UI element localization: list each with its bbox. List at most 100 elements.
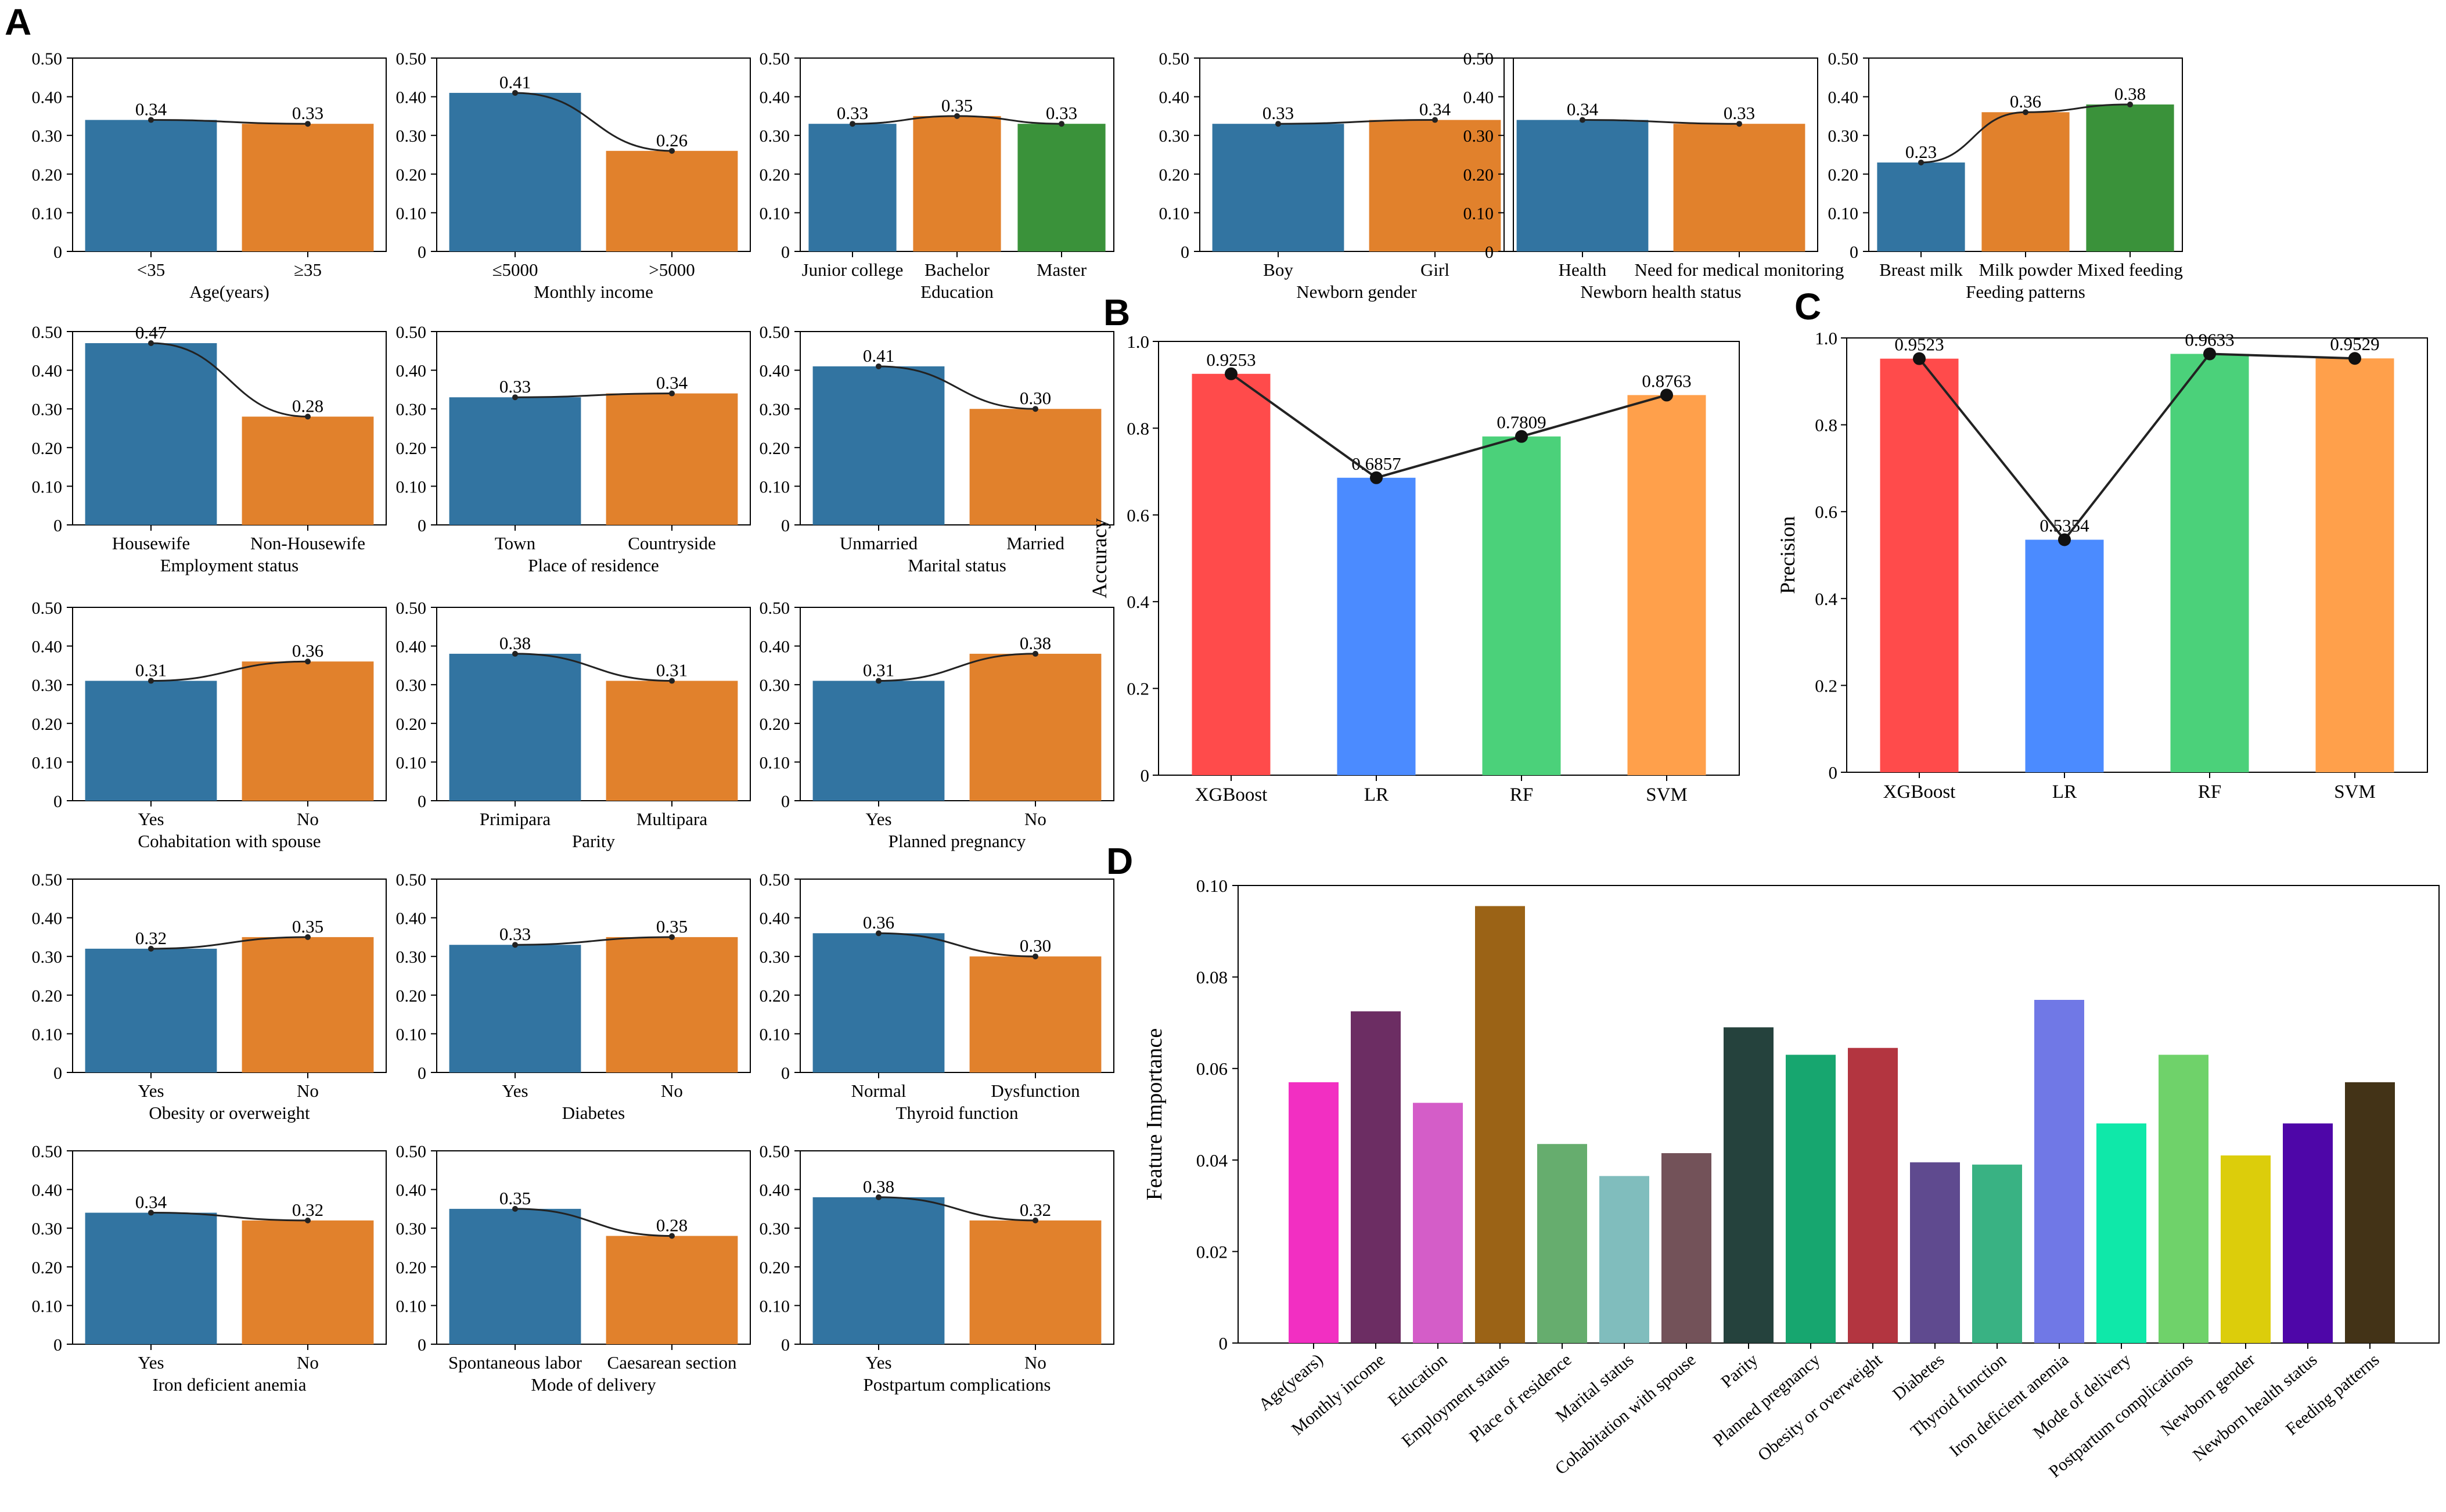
y-tick-label: 0 <box>781 1335 790 1355</box>
y-tick-label: 0.10 <box>1159 204 1190 223</box>
y-tick-label: 0.02 <box>1196 1241 1228 1262</box>
model-chart: 0 0.2 0.4 0.6 0.8 1.0 XGBoost 0.9253 LR 0.6857 RF 0… <box>1088 332 1740 805</box>
x-tick-label: Parity <box>1717 1350 1761 1391</box>
data-label: 0.31 <box>135 660 167 681</box>
data-label: 0.7809 <box>1497 412 1546 433</box>
y-tick-label: 0.40 <box>396 638 427 657</box>
y-tick-label: 0.50 <box>32 1142 63 1161</box>
factor-chart: 0 0.10 0.20 0.30 0.40 0.50 Primipara 0.38 Multip… <box>396 599 751 851</box>
y-tick-label: 0.50 <box>396 870 427 890</box>
trend-point <box>876 930 882 937</box>
trend-line <box>1920 103 2131 164</box>
y-tick-label: 0.30 <box>396 948 427 967</box>
y-tick-label: 0.08 <box>1196 967 1228 988</box>
trend-point <box>1033 406 1038 412</box>
x-tick-label: Married <box>1006 533 1064 553</box>
y-axis-title: Feature Importance <box>1142 1028 1167 1200</box>
y-tick-label: 0.20 <box>1159 165 1190 185</box>
bar <box>1337 477 1416 775</box>
y-tick-label: 0.10 <box>32 204 63 223</box>
x-tick-label: Town <box>495 533 536 553</box>
data-label: 0.33 <box>499 924 531 944</box>
y-tick-label: 0.40 <box>760 362 790 381</box>
y-axis-title: Accuracy <box>1088 519 1111 599</box>
x-tick-label: ≥35 <box>294 260 322 280</box>
data-label: 0.41 <box>499 72 531 92</box>
trend-point <box>2127 101 2133 107</box>
bar <box>1212 124 1344 251</box>
y-tick-label: 0.30 <box>760 948 790 967</box>
trend-line <box>1582 119 1740 125</box>
y-tick-label: 0.20 <box>32 439 63 458</box>
trend-line <box>515 393 672 398</box>
plot-frame <box>436 607 751 801</box>
y-tick-label: 0.6 <box>1815 502 1837 522</box>
trend-point <box>1059 121 1064 127</box>
bar <box>1877 162 1965 251</box>
y-tick-label: 0.40 <box>760 909 790 928</box>
trend-line <box>515 653 672 682</box>
plot-frame <box>72 607 387 801</box>
bar <box>1981 112 2070 251</box>
bar <box>1880 358 1959 772</box>
data-label: 0.35 <box>656 916 688 937</box>
x-tick-label: No <box>297 809 319 829</box>
y-tick-label: 0.50 <box>760 1142 790 1161</box>
bar <box>1661 1153 1711 1343</box>
bar <box>2086 104 2174 251</box>
plot-frame <box>436 1150 751 1345</box>
data-label: 0.33 <box>1724 103 1755 123</box>
panel-label-d: D <box>1106 840 1133 882</box>
y-tick-label: 0 <box>1850 243 1858 262</box>
x-tick-label: XGBoost <box>1883 782 1956 802</box>
bar <box>449 1208 581 1344</box>
bar <box>606 681 738 801</box>
x-axis-title: Mode of delivery <box>531 1374 656 1395</box>
y-tick-label: 0.50 <box>32 323 63 342</box>
y-tick-label: 0.20 <box>396 715 427 734</box>
trend-point <box>1033 1217 1038 1223</box>
data-label: 0.9529 <box>2330 334 2379 354</box>
factor-chart: 0 0.10 0.20 0.30 0.40 0.50 ≤5000 0.41 >5000 0.26 M… <box>396 49 751 302</box>
data-label: 0.9633 <box>2185 329 2234 350</box>
bar <box>2159 1054 2208 1343</box>
factor-chart: 0 0.10 0.20 0.30 0.40 0.50 Health 0.34 Need for … <box>1463 49 1844 302</box>
y-tick-label: 0.40 <box>396 909 427 928</box>
charts-layer: 00.100.200.300.400.50<350.34≥350.33Age(y… <box>32 49 2440 1481</box>
y-tick-label: 0 <box>53 516 62 535</box>
data-label: 0.8763 <box>1642 370 1691 391</box>
x-tick-label: Diabetes <box>1889 1350 1948 1404</box>
trend-line <box>1278 119 1436 125</box>
trend-line <box>515 1208 672 1237</box>
y-tick-label: 0 <box>1219 1333 1228 1353</box>
bar <box>1972 1164 2022 1343</box>
bar <box>85 120 217 251</box>
x-tick-label: Yes <box>865 809 891 829</box>
y-tick-label: 0.50 <box>760 599 790 618</box>
y-tick-label: 0.20 <box>1828 165 1859 185</box>
y-tick-label: 0.20 <box>760 715 790 734</box>
bar <box>1017 124 1106 251</box>
x-tick-label: Caesarean section <box>607 1352 737 1373</box>
panel-label-b: B <box>1103 291 1130 333</box>
y-tick-label: 0.8 <box>1127 418 1149 438</box>
plot-frame <box>1238 885 2440 1344</box>
y-tick-label: 0 <box>781 792 790 811</box>
y-tick-label: 0.20 <box>396 987 427 1006</box>
data-label: 0.33 <box>1046 103 1077 123</box>
y-tick-label: 0 <box>418 516 426 535</box>
bar <box>242 124 374 251</box>
bar <box>1482 436 1561 775</box>
plot-frame <box>72 1150 387 1345</box>
y-tick-label: 0.30 <box>760 1219 790 1239</box>
y-tick-label: 0.2 <box>1815 675 1837 696</box>
bar <box>1848 1047 1898 1343</box>
y-tick-label: 0.10 <box>760 753 790 772</box>
y-tick-label: 0.40 <box>396 362 427 381</box>
factor-chart: 0 0.10 0.20 0.30 0.40 0.50 Yes 0.38 No 0.32 Postpa… <box>760 1142 1114 1395</box>
y-tick-label: 0.30 <box>396 400 427 419</box>
bar <box>85 681 217 801</box>
bar <box>1369 120 1501 251</box>
